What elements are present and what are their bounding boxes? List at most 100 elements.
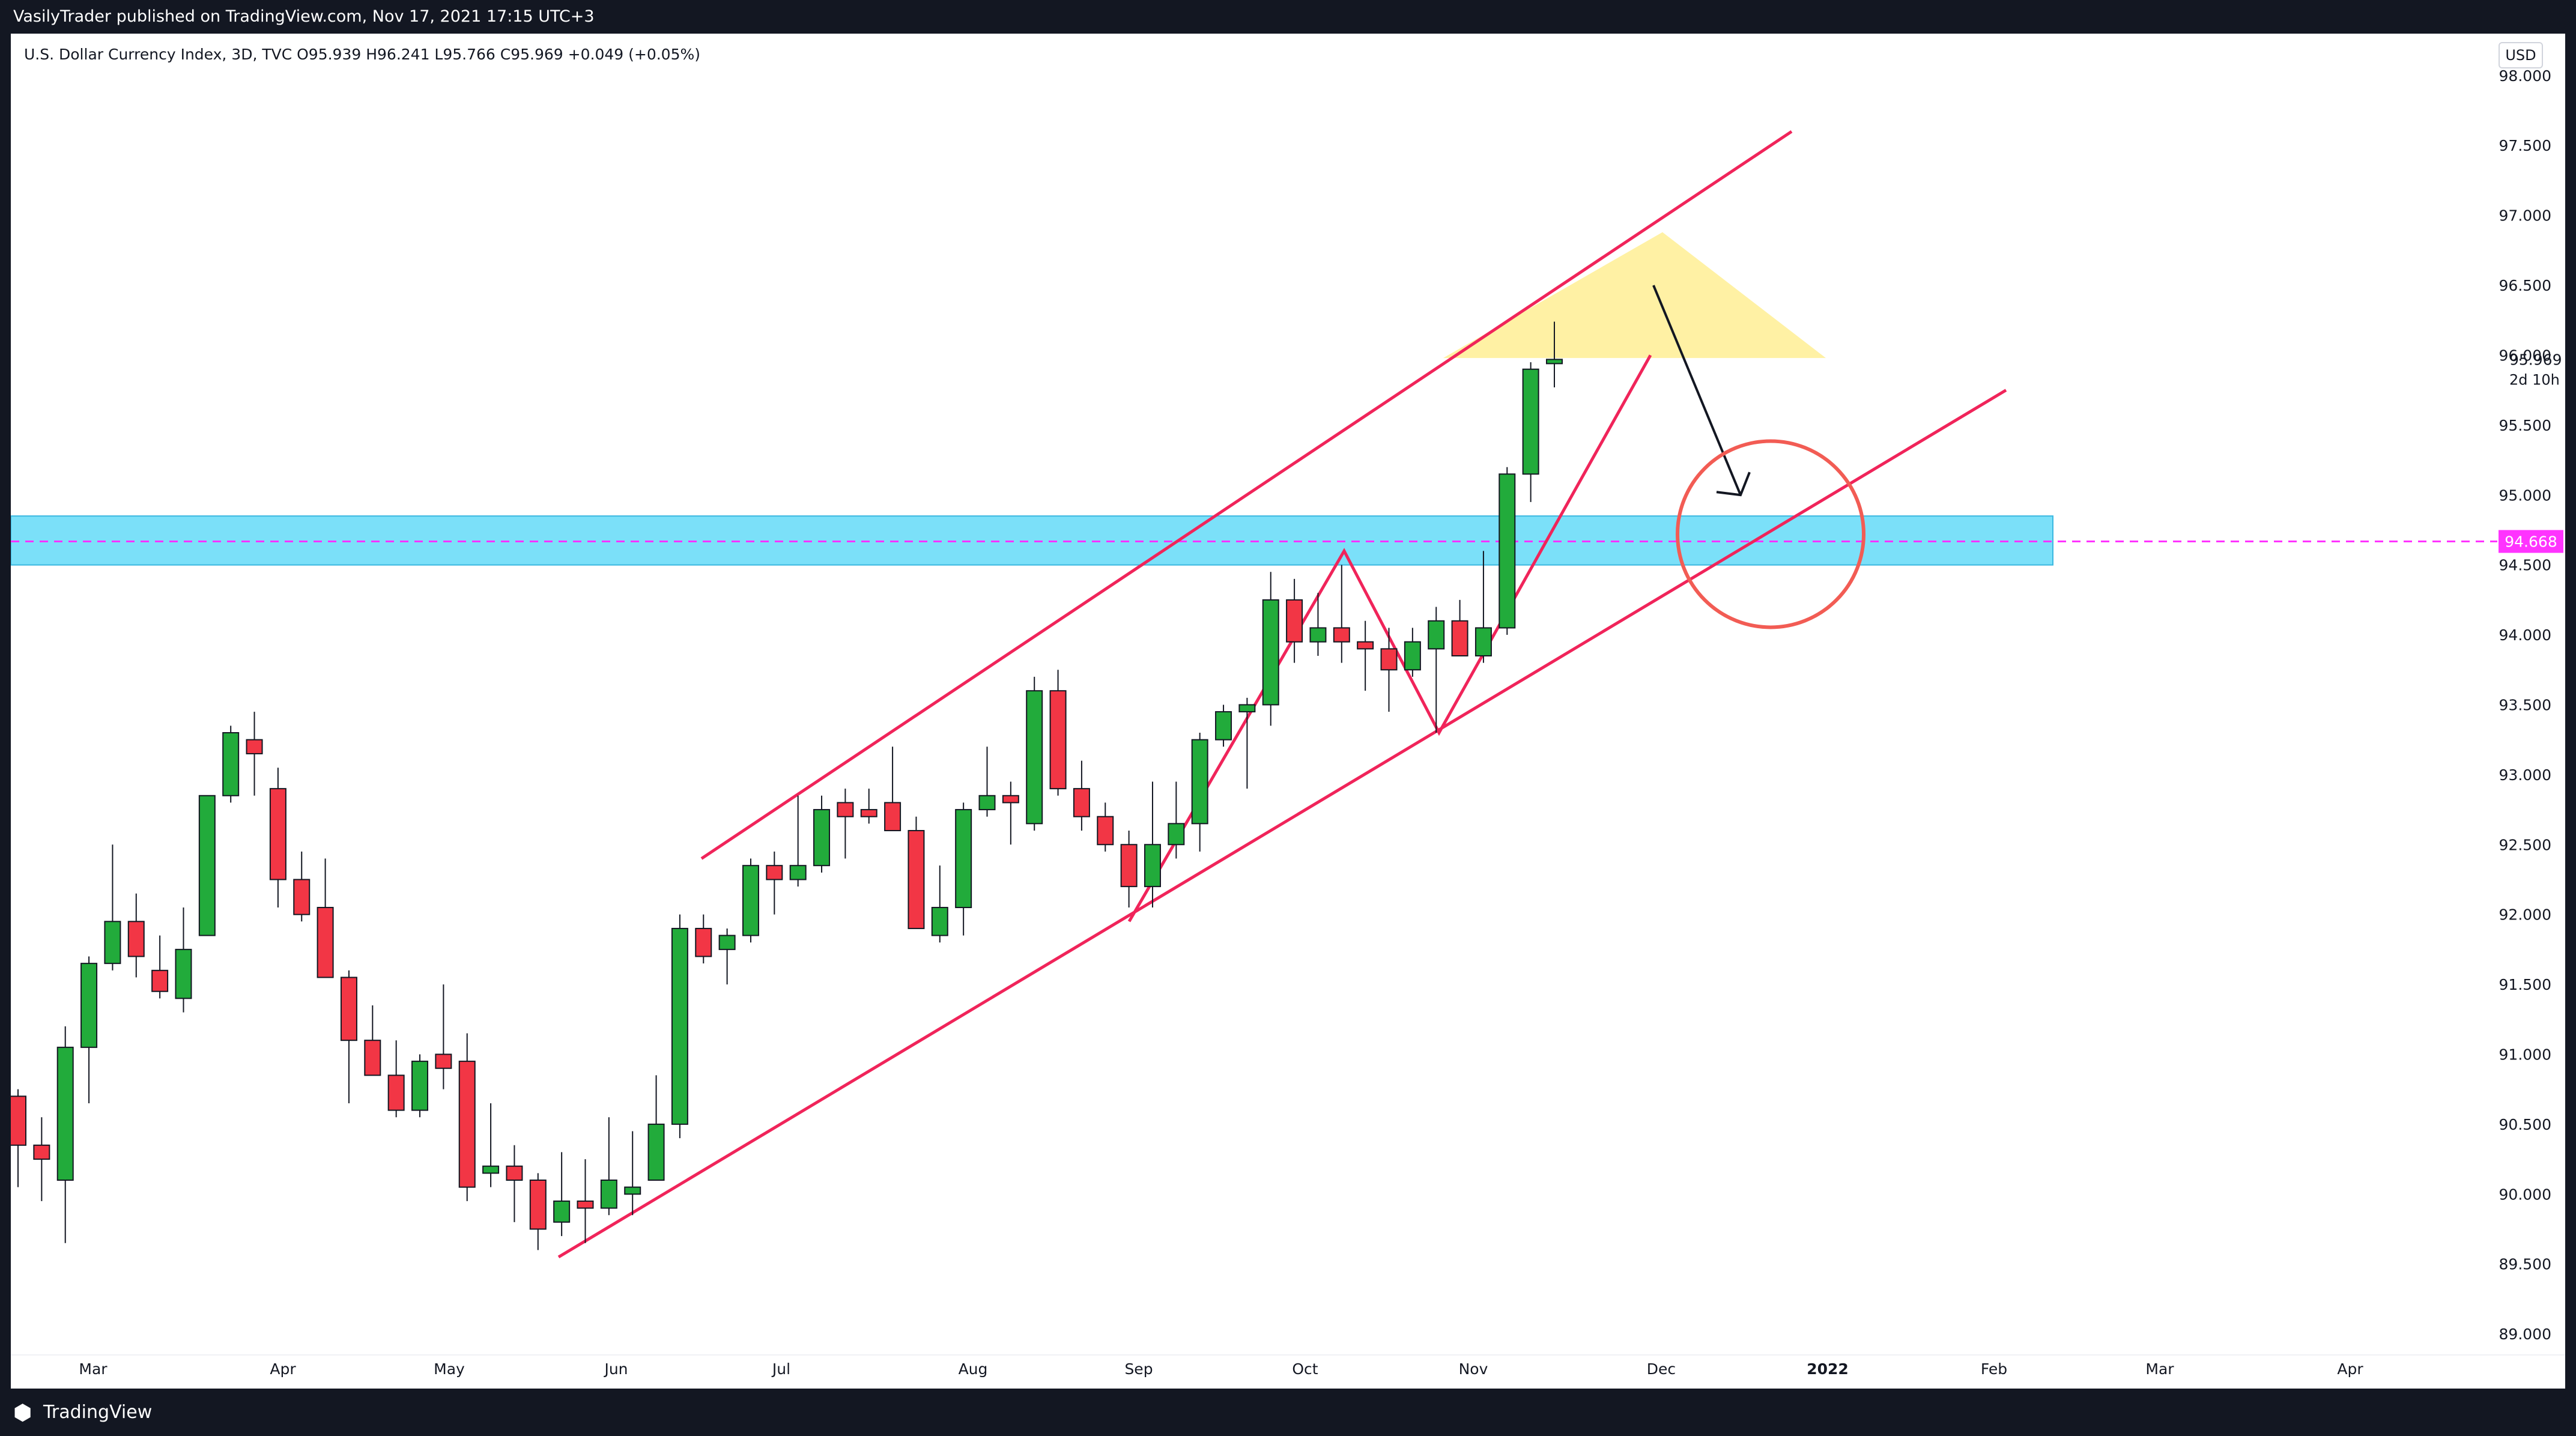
forecast-arrow [1652,285,1742,496]
y-tick-label: 89.500 [2499,1256,2551,1273]
frame-left [0,34,11,1389]
x-tick-label: Dec [1647,1360,1676,1378]
candle-body [1191,739,1208,825]
target-triangle [1443,232,1826,359]
candle-body [577,1200,594,1209]
x-tick-label: Apr [2337,1360,2363,1378]
x-tick-label: Mar [79,1360,108,1378]
price-chart[interactable]: 89.000 89.500 90.000 90.500 91.000 91.500 92.0… [11,34,2565,1389]
y-tick-label: 97.000 [2499,207,2551,225]
candle-body [246,739,263,754]
candle-body [718,935,736,950]
candle-body [293,879,311,915]
candle-body [1522,368,1539,475]
y-tick-label: 91.500 [2499,976,2551,993]
candle-body [1097,816,1114,846]
candle-body [1333,627,1350,643]
candle-body [127,921,145,957]
candle-body [11,1095,26,1146]
candle-body [198,795,216,936]
candle-body [269,788,286,880]
candle-body [411,1061,429,1111]
candle-body [1144,844,1161,888]
candle-body [908,829,925,929]
y-tick-label: 95.500 [2499,417,2551,434]
candle-body [1380,648,1398,671]
candle-body [742,865,759,936]
candle-body [175,948,192,999]
candle-body [978,795,996,811]
candle-body [766,865,783,880]
x-tick-label: May [434,1360,465,1378]
y-tick-label: 96.500 [2499,277,2551,294]
y-tick-label: 96.000 [2499,347,2551,364]
candle-body [529,1179,547,1230]
candle-body [151,969,169,992]
pattern-zigzag [1127,354,1652,922]
y-tick-label: 98.000 [2499,67,2551,85]
candle-body [1120,844,1138,888]
candle-body [647,1123,665,1181]
y-tick-label: 91.000 [2499,1046,2551,1063]
candle-body [1546,359,1563,365]
currency-badge[interactable]: USD [2499,42,2543,68]
candle-body [33,1144,50,1160]
x-tick-label: Jun [603,1360,628,1378]
candle-body [435,1053,452,1069]
x-tick-label: 2022 [1807,1360,1849,1378]
y-tick-label: 95.000 [2499,486,2551,504]
y-tick-label: 93.500 [2499,696,2551,713]
candle-body [553,1200,571,1223]
candle-body [104,921,121,965]
candle-body [1357,641,1374,650]
y-tick-label: 93.000 [2499,766,2551,784]
candle-body [1026,690,1043,825]
frame-right [2565,34,2576,1389]
x-tick-label: Nov [1459,1360,1488,1378]
x-tick-label: Sep [1124,1360,1153,1378]
tradingview-logo-icon: ⬢ [13,1401,33,1425]
candle-body [1404,641,1421,671]
candle-body [1002,795,1019,804]
candle-body [1049,690,1067,790]
x-tick-label: Mar [2145,1360,2174,1378]
candle-body [1262,599,1279,706]
candle-body [1215,711,1232,741]
candle-body [1286,599,1303,643]
forecast-arrow-head [1716,471,1751,497]
y-tick-label: 90.500 [2499,1116,2551,1133]
candle-body [624,1186,641,1195]
candle-body [837,802,854,817]
y-tick-label: 92.000 [2499,906,2551,924]
y-tick-label: 90.000 [2499,1186,2551,1203]
x-tick-label: Jul [771,1360,790,1378]
candle-body [671,927,688,1125]
candle-body [1309,627,1327,643]
candle-body [600,1179,617,1209]
bar-countdown-label: 2d 10h [2509,372,2560,389]
candle-body [1474,627,1492,656]
support-zone [11,515,2053,566]
x-tick-label: Feb [1981,1360,2007,1378]
footer-bar: ⬢ TradingView [0,1389,2576,1436]
y-tick-label: 89.000 [2499,1325,2551,1343]
level-price-label: 94.668 [2505,533,2557,551]
candle-body [955,809,972,909]
candle-body [458,1061,476,1188]
candle-body [1428,620,1445,650]
candle-body [695,927,712,957]
price-axis [2497,34,2565,1389]
footer-brand: TradingView [43,1402,153,1423]
candle-body [1451,620,1468,656]
y-tick-label: 94.500 [2499,557,2551,574]
x-tick-label: Oct [1292,1360,1318,1378]
channel-lower-line [557,389,2007,1259]
candle-body [317,907,334,978]
candle-body [813,809,831,867]
target-circle [1676,439,1865,629]
candle-body [884,802,902,831]
candle-body [364,1040,381,1076]
candle-body [1168,823,1185,846]
candle-body [1499,473,1516,629]
candle-body [506,1165,523,1181]
